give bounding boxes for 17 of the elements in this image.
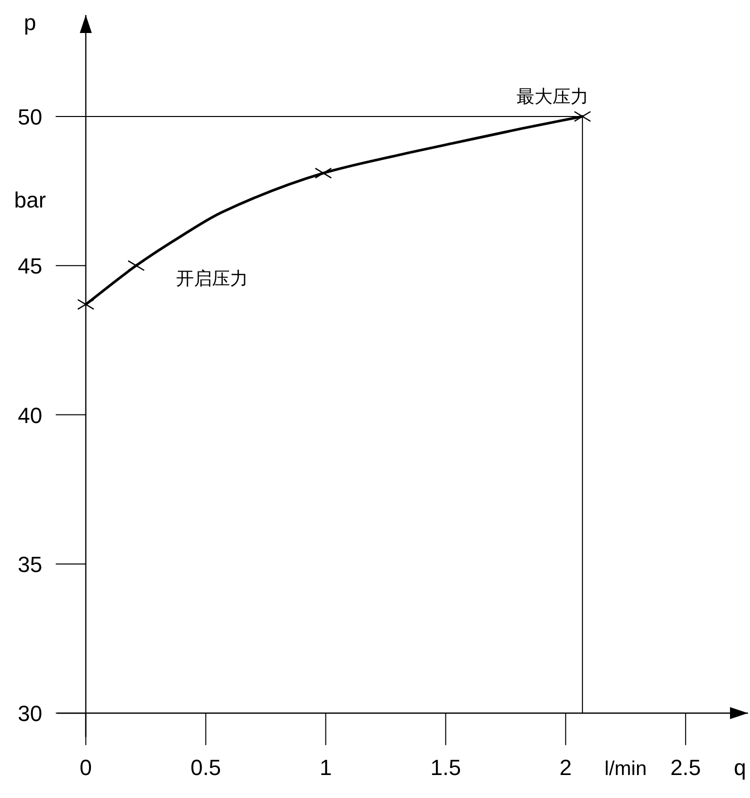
y-tick-label: 50 xyxy=(18,104,42,130)
x-tick-label: 0 xyxy=(80,755,92,780)
y-tick-label: 35 xyxy=(18,552,42,577)
y-tick-label: 40 xyxy=(18,402,42,428)
annotation: 最大压力 xyxy=(516,86,588,106)
x-tick-label: 2.5 xyxy=(670,755,701,780)
y-tick-label: 30 xyxy=(18,701,42,726)
annotation: 开启压力 xyxy=(176,268,248,289)
y-tick-label: 45 xyxy=(18,254,42,279)
x-tick-label: 2 xyxy=(560,755,572,780)
x-axis-title: q xyxy=(734,755,746,780)
text: bar xyxy=(14,188,46,213)
x-tick-label: 1.5 xyxy=(430,755,461,780)
y-axis-title: p xyxy=(24,10,36,35)
text: l/min xyxy=(604,758,647,780)
x-tick-label: 1 xyxy=(320,755,332,780)
x-tick-label: 0.5 xyxy=(190,755,222,780)
